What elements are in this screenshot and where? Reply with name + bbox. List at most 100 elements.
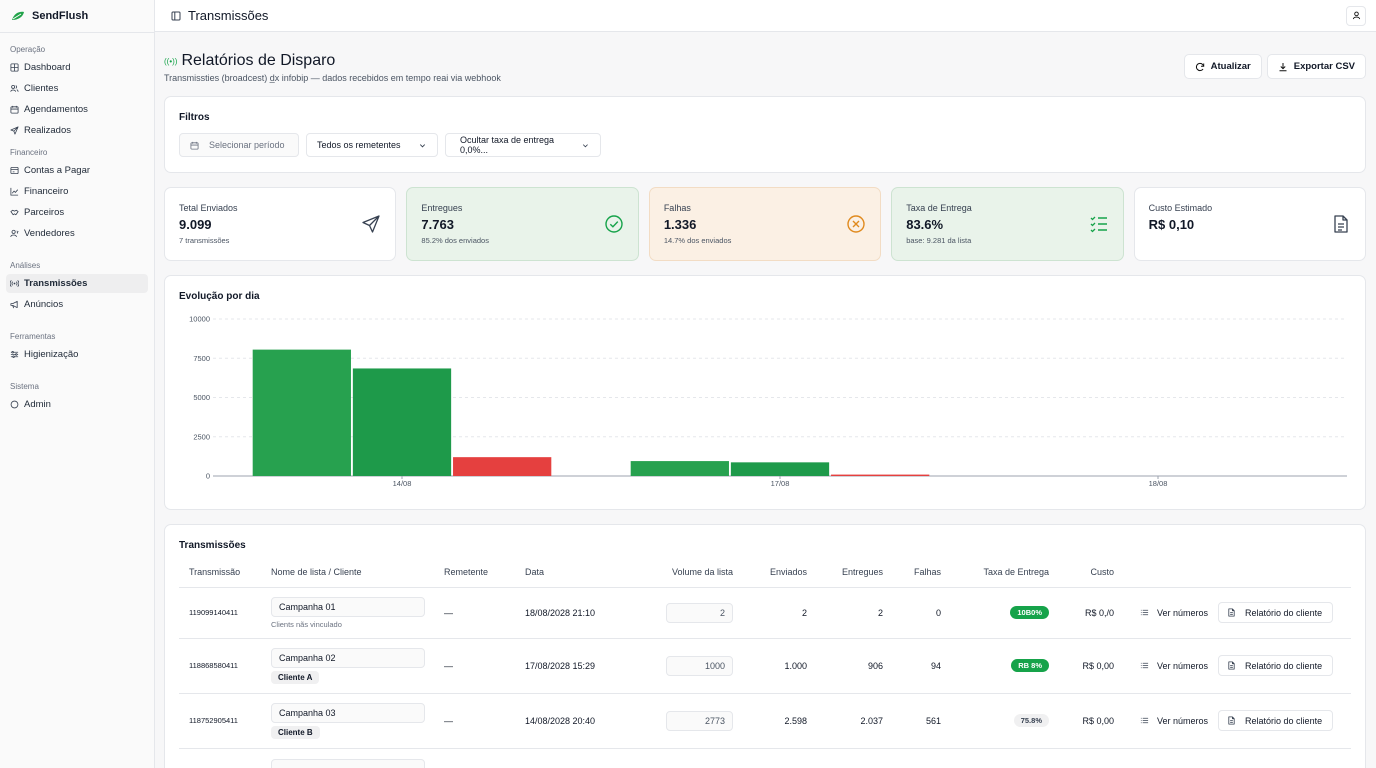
x-tick-label: 17/08 xyxy=(771,479,790,488)
list-name-field[interactable]: Campanha 02 xyxy=(271,647,425,668)
client-tag[interactable]: Cliente B xyxy=(271,725,320,739)
kpi-label: Falhas xyxy=(663,203,691,213)
list-name-field[interactable]: Campanha 03 xyxy=(271,702,425,723)
sidebar-item-admin[interactable]: Admin xyxy=(6,395,148,414)
client-tag[interactable]: Cliente A xyxy=(271,670,320,684)
bar-14-08-1[interactable] xyxy=(352,368,452,476)
sidebar-item-anuncios[interactable]: Anúncios xyxy=(6,295,148,314)
y-tick-label: 5000 xyxy=(193,393,210,402)
sidebar: SendFlush Operação Dashboard Clientes Agend… xyxy=(0,0,155,768)
topbar-title: Transmissões xyxy=(188,8,269,23)
view-numbers-button[interactable]: Ver números xyxy=(1140,608,1208,618)
sidebar-item-label: Realizados xyxy=(24,125,71,136)
sidebar-item-vendedores[interactable]: Vendedores xyxy=(6,224,148,243)
sidebar-item-label: Higienização xyxy=(24,349,79,360)
client-report-button[interactable]: Relatório do cliente xyxy=(1218,602,1334,623)
column-header-custo: Custo xyxy=(1049,558,1114,588)
chart-line-icon xyxy=(10,187,19,196)
table-row[interactable]: 119099140411 Campanha 01 Clients nãs vincu… xyxy=(179,587,1351,639)
volume-field[interactable]: 2 xyxy=(666,602,733,623)
sidebar-item-higienizacao[interactable]: Higienização xyxy=(6,345,148,364)
sidebar-item-realizados[interactable]: Realizados xyxy=(6,121,148,140)
table-row[interactable]: 118868580411 Campanha 02 Cliente A —17/08/2… xyxy=(179,638,1351,694)
kpi-label: Tetal Enviados xyxy=(179,203,238,213)
brand[interactable]: SendFlush xyxy=(0,0,154,33)
broadcast-icon: ((•)) xyxy=(164,56,178,66)
bar-17-08-2[interactable] xyxy=(831,474,930,476)
table-row[interactable] xyxy=(179,748,1351,768)
kpi-card-custo-estimado: Custo Estimado R$ 0,10 xyxy=(1133,187,1367,261)
bar-17-08-0[interactable] xyxy=(630,461,729,476)
volume-field[interactable]: 1000 xyxy=(666,655,733,676)
view-numbers-button[interactable]: Ver números xyxy=(1140,661,1208,671)
page-content: ((•)) Relatórios de Disparo Transmisstie… xyxy=(155,32,1376,768)
transmission-id: 119099140411 xyxy=(179,587,271,639)
kpi-value: R$ 0,10 xyxy=(1148,217,1195,232)
view-numbers-button[interactable]: Ver números xyxy=(1140,716,1208,726)
chart-title: Evolução por dia xyxy=(179,291,260,302)
calendar-icon xyxy=(190,141,199,150)
cost-cell: R$ 0,/0 xyxy=(1049,587,1114,639)
chevron-down-icon xyxy=(419,143,426,147)
list-cell: Campanha 02 Cliente A xyxy=(271,638,444,694)
volume-field[interactable]: 2773 xyxy=(666,710,733,731)
sidebar-item-transmissoes[interactable]: Transmissões xyxy=(6,274,148,293)
y-tick-label: 2500 xyxy=(193,432,210,441)
list-name-field[interactable]: Campanha 01 xyxy=(271,596,425,617)
receipt-icon xyxy=(10,166,19,175)
delivered-cell: 2 xyxy=(807,587,883,639)
export-csv-button[interactable]: Exportar CSV xyxy=(1266,54,1366,79)
sidebar-item-clientes[interactable]: Clientes xyxy=(6,79,148,98)
nav-group-title: Ferramentas xyxy=(10,332,56,341)
sidebar-item-contas-a-pagar[interactable]: Contas a Pagar xyxy=(6,161,148,180)
kpi-card-falhas: Falhas 1.336 14.7% dos enviados xyxy=(648,187,882,261)
nav-group-operacao: Operação Dashboard Clientes Agendamentos Rea… xyxy=(0,43,154,140)
user-star-icon xyxy=(10,229,19,238)
refresh-button[interactable]: Atualizar xyxy=(1183,54,1262,79)
sender-select[interactable]: Tedos os remetentes xyxy=(306,133,438,157)
actions-cell: Ver números Relatório do cliente xyxy=(1114,638,1351,694)
nav-group-title: Financeiro xyxy=(10,148,48,157)
client-report-button[interactable]: Relatório do cliente xyxy=(1218,655,1334,676)
page-title: ((•)) Relatórios de Disparo xyxy=(164,52,1184,70)
check-circle-icon xyxy=(604,214,624,234)
x-tick-label: 14/08 xyxy=(393,479,412,488)
date-range-picker[interactable]: Selecionar período xyxy=(179,133,299,157)
column-header-taxa-de-entrega: Taxa de Entrega xyxy=(941,558,1049,588)
chevron-down-icon xyxy=(583,143,589,147)
delivered-cell: 2.037 xyxy=(807,693,883,749)
view-numbers-label: Ver números xyxy=(1157,660,1209,671)
sidebar-item-parceiros[interactable]: Parceiros xyxy=(6,203,148,222)
volume-cell: 2773 xyxy=(645,693,735,749)
sidebar-toggle-icon[interactable] xyxy=(171,11,181,21)
column-header-actions xyxy=(1114,558,1351,588)
kpi-card-entregues: Entregues 7.763 85.2% dos enviados xyxy=(406,187,639,261)
kpi-card-tetal-enviados: Tetal Enviados 9.099 7 transmissões xyxy=(164,187,397,261)
sender-cell: — xyxy=(444,693,525,749)
sliders-icon xyxy=(10,350,19,359)
table-row[interactable]: 118752905411 Campanha 03 Cliente B —14/08/2… xyxy=(179,693,1351,749)
sidebar-item-financeiro[interactable]: Financeiro xyxy=(6,182,148,201)
bar-14-08-2[interactable] xyxy=(453,457,552,476)
actions-cell: Ver números Relatório do cliente xyxy=(1114,587,1351,639)
client-report-button[interactable]: Relatório do cliente xyxy=(1218,710,1334,731)
sidebar-item-dashboard[interactable]: Dashboard xyxy=(6,58,148,77)
empty-cell xyxy=(645,748,735,768)
bar-17-08-1[interactable] xyxy=(730,462,830,476)
user-icon xyxy=(1352,11,1360,20)
sidebar-item-agendamentos[interactable]: Agendamentos xyxy=(6,100,148,119)
sent-cell: 1.000 xyxy=(735,638,807,694)
page-subtitle: Transmissties (broadcest) d̲x infobip — … xyxy=(164,73,501,83)
bar-14-08-0[interactable] xyxy=(252,349,351,476)
daily-evolution-chart: 0 2500 5000 7500 10000 14/08 17/08 18/08 xyxy=(189,315,1347,488)
list-name-field[interactable] xyxy=(271,758,425,768)
sidebar-item-label: Admin xyxy=(24,399,51,410)
main-area: Transmissões ((•)) Relatórios de Disparo… xyxy=(155,0,1376,768)
delivery-rate-select[interactable]: Ocultar taxa de entrega 0,0%... xyxy=(445,133,601,157)
user-menu-button[interactable] xyxy=(1346,5,1366,26)
delivered-cell: 906 xyxy=(807,638,883,694)
rate-cell: 10B0% xyxy=(941,587,1049,639)
broadcast-icon xyxy=(10,279,19,288)
y-tick-label: 0 xyxy=(206,472,210,481)
transmission-id: 118868580411 xyxy=(179,638,271,694)
